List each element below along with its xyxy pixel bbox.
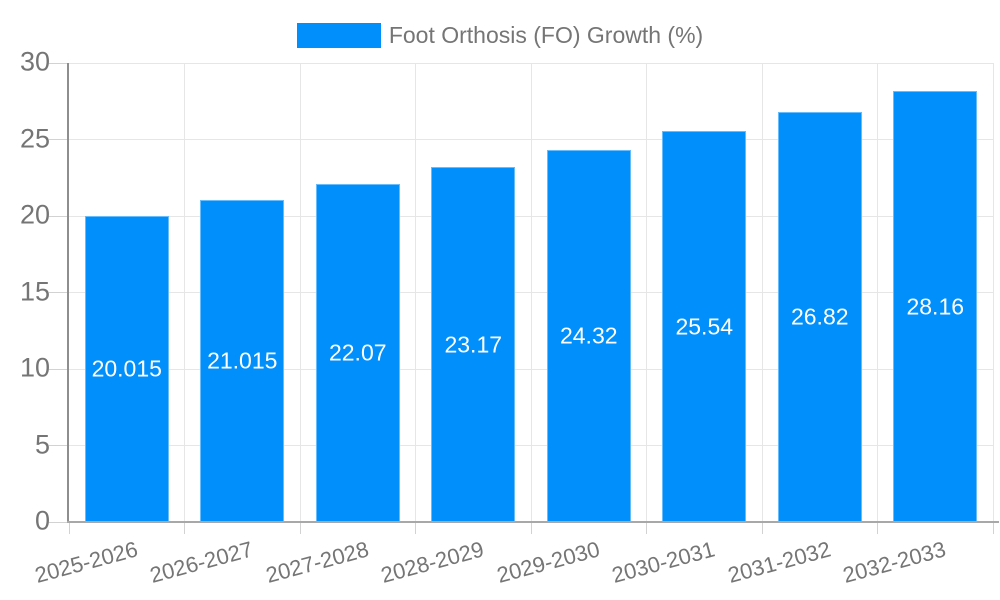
gridline-vertical — [761, 63, 763, 522]
y-axis-label: 0 — [34, 505, 50, 536]
bar-value-label: 21.015 — [207, 347, 278, 374]
gridline-vertical — [877, 63, 878, 522]
y-axis-label: 30 — [19, 46, 50, 77]
x-axis-tick — [761, 522, 763, 534]
x-axis-label: 2032-2033 — [840, 536, 949, 588]
y-axis-tick — [49, 139, 69, 140]
x-axis-tick — [415, 522, 416, 534]
y-axis-label: 10 — [19, 352, 50, 383]
x-axis-tick — [992, 522, 994, 534]
bar-2029-2030 — [546, 149, 631, 522]
bar-2028-2029 — [431, 167, 516, 522]
x-axis-tick — [184, 522, 185, 534]
bar-value-label: 23.17 — [444, 331, 503, 358]
x-axis-label: 2031-2032 — [724, 536, 833, 588]
x-axis-tick — [68, 522, 70, 534]
legend-swatch — [296, 23, 381, 48]
bar-2031-2032 — [777, 111, 862, 522]
x-axis-tick — [530, 522, 532, 534]
y-axis-label: 25 — [19, 122, 50, 153]
bar-2027-2028 — [315, 184, 400, 522]
y-axis-label: 20 — [19, 199, 50, 230]
x-axis-label: 2029-2030 — [493, 536, 602, 588]
x-axis-tick — [299, 522, 301, 534]
bar-value-label: 26.82 — [790, 303, 849, 330]
bar-value-label: 25.54 — [675, 313, 734, 340]
bar-value-label: 22.07 — [328, 339, 387, 366]
y-axis-line — [67, 63, 69, 522]
legend-label: Foot Orthosis (FO) Growth (%) — [388, 22, 704, 48]
x-axis-label: 2028-2029 — [378, 536, 487, 588]
y-axis-tick — [49, 62, 69, 64]
gridline-vertical — [992, 63, 994, 522]
bar-2030-2031 — [662, 131, 747, 522]
y-axis-label: 5 — [34, 428, 50, 459]
y-axis-tick — [49, 215, 69, 217]
x-axis-label: 2025-2026 — [31, 536, 140, 588]
chart-legend: Foot Orthosis (FO) Growth (%) — [0, 22, 1000, 49]
gridline-vertical — [530, 63, 532, 522]
legend-item-fo-growth[interactable]: Foot Orthosis (FO) Growth (%) — [296, 22, 704, 49]
x-axis-label: 2026-2027 — [147, 536, 256, 588]
bar-value-label: 28.16 — [906, 293, 965, 320]
y-axis-tick — [49, 521, 69, 523]
bar-2025-2026 — [84, 215, 169, 522]
y-axis-label: 15 — [19, 275, 50, 306]
gridline-vertical — [646, 63, 647, 522]
x-axis-label: 2027-2028 — [262, 536, 371, 588]
gridline-vertical — [415, 63, 416, 522]
y-axis-tick — [49, 445, 69, 446]
y-axis-tick — [49, 292, 69, 293]
y-axis-tick — [49, 368, 69, 370]
bar-2032-2033 — [893, 91, 978, 522]
x-axis-line — [67, 521, 999, 523]
gridline-vertical — [299, 63, 301, 522]
bar-2026-2027 — [200, 200, 285, 522]
x-axis-tick — [646, 522, 647, 534]
bar-value-label: 24.32 — [559, 322, 618, 349]
x-axis-tick — [877, 522, 878, 534]
gridline-vertical — [184, 63, 185, 522]
bar-value-label: 20.015 — [91, 355, 162, 382]
x-axis-label: 2030-2031 — [609, 536, 718, 588]
